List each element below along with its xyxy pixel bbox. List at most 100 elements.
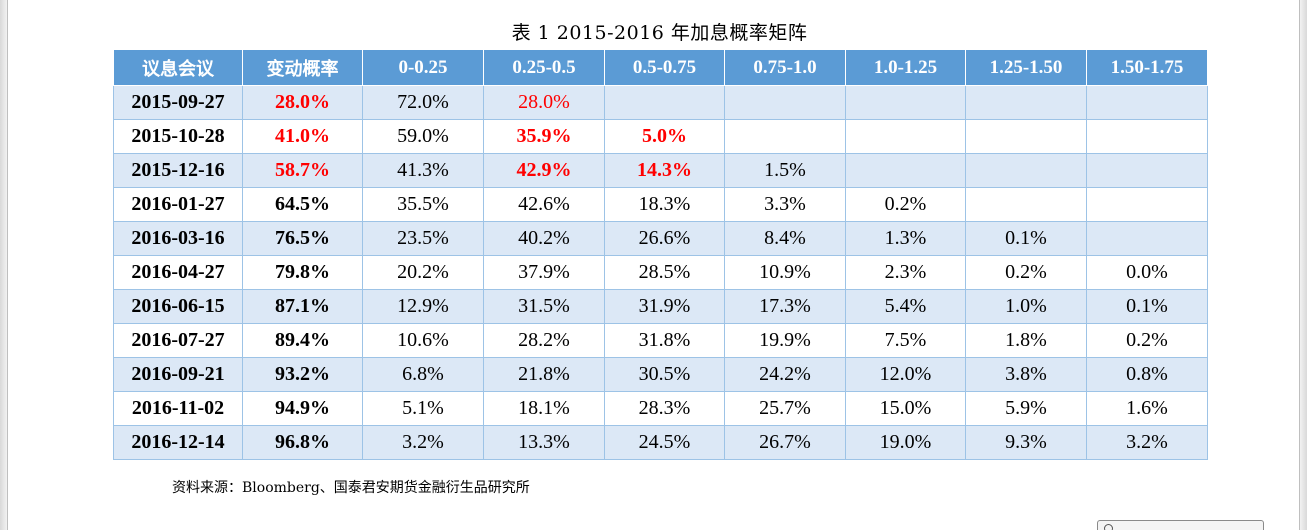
probability-cell: 31.9% — [604, 289, 725, 324]
probability-cell: 5.9% — [965, 391, 1087, 426]
meeting-date-cell: 2016-04-27 — [113, 255, 243, 290]
probability-cell: 10.9% — [724, 255, 846, 290]
table-row: 2016-01-27 64.5% 35.5% 42.6% 18.3% 3.3% … — [113, 187, 1208, 222]
probability-cell: 1.0% — [965, 289, 1087, 324]
change-probability-cell: 93.2% — [242, 357, 363, 392]
probability-cell: 15.0% — [845, 391, 966, 426]
probability-cell — [1086, 221, 1208, 256]
change-probability-cell: 58.7% — [242, 153, 363, 188]
probability-cell: 37.9% — [483, 255, 605, 290]
table-header-row: 议息会议 变动概率 0-0.25 0.25-0.5 0.5-0.75 0.75-… — [113, 49, 1208, 86]
probability-cell: 23.5% — [362, 221, 484, 256]
probability-cell: 0.1% — [965, 221, 1087, 256]
probability-cell — [724, 119, 846, 154]
probability-cell — [724, 85, 846, 120]
table-row: 2016-04-27 79.8% 20.2% 37.9% 28.5% 10.9%… — [113, 255, 1208, 290]
probability-cell: 3.3% — [724, 187, 846, 222]
header-range-125-150: 1.25-1.50 — [965, 49, 1087, 86]
probability-cell: 3.2% — [1086, 425, 1208, 460]
probability-cell: 28.3% — [604, 391, 725, 426]
table-row: 2016-07-27 89.4% 10.6% 28.2% 31.8% 19.9%… — [113, 323, 1208, 358]
probability-cell: 30.5% — [604, 357, 725, 392]
probability-cell: 31.8% — [604, 323, 725, 358]
probability-cell: 31.5% — [483, 289, 605, 324]
probability-cell: 42.6% — [483, 187, 605, 222]
probability-cell: 3.8% — [965, 357, 1087, 392]
probability-cell: 10.6% — [362, 323, 484, 358]
header-range-10-125: 1.0-1.25 — [845, 49, 966, 86]
meeting-date-cell: 2015-10-28 — [113, 119, 243, 154]
change-probability-cell: 89.4% — [242, 323, 363, 358]
meeting-date-cell: 2016-09-21 — [113, 357, 243, 392]
probability-cell: 0.2% — [965, 255, 1087, 290]
probability-cell: 40.2% — [483, 221, 605, 256]
meeting-date-cell: 2016-07-27 — [113, 323, 243, 358]
probability-cell: 0.2% — [845, 187, 966, 222]
change-probability-cell: 76.5% — [242, 221, 363, 256]
probability-cell: 2.3% — [845, 255, 966, 290]
probability-cell — [1086, 153, 1208, 188]
source-note: 资料来源：Bloomberg、国泰君安期货金融衍生品研究所 — [172, 480, 530, 496]
probability-cell: 0.8% — [1086, 357, 1208, 392]
probability-cell: 6.8% — [362, 357, 484, 392]
meeting-date-cell: 2016-01-27 — [113, 187, 243, 222]
table-row: 2016-03-16 76.5% 23.5% 40.2% 26.6% 8.4% … — [113, 221, 1208, 256]
probability-cell: 7.5% — [845, 323, 966, 358]
probability-cell: 20.2% — [362, 255, 484, 290]
probability-cell — [1086, 119, 1208, 154]
probability-cell — [845, 153, 966, 188]
probability-cell: 18.3% — [604, 187, 725, 222]
probability-cell: 35.5% — [362, 187, 484, 222]
probability-cell: 19.9% — [724, 323, 846, 358]
change-probability-cell: 79.8% — [242, 255, 363, 290]
probability-cell: 25.7% — [724, 391, 846, 426]
probability-cell: 28.5% — [604, 255, 725, 290]
header-range-0-025: 0-0.25 — [362, 49, 484, 86]
probability-cell: 1.5% — [724, 153, 846, 188]
rate-hike-probability-table: 议息会议 变动概率 0-0.25 0.25-0.5 0.5-0.75 0.75-… — [113, 49, 1208, 460]
header-range-075-10: 0.75-1.0 — [724, 49, 846, 86]
table-row: 2015-12-16 58.7% 41.3% 42.9% 14.3% 1.5% — [113, 153, 1208, 188]
probability-cell: 42.9% — [483, 153, 605, 188]
probability-cell: 0.1% — [1086, 289, 1208, 324]
change-probability-cell: 41.0% — [242, 119, 363, 154]
probability-cell: 41.3% — [362, 153, 484, 188]
bottom-right-widget[interactable] — [1097, 520, 1264, 530]
table-row: 2015-09-27 28.0% 72.0% 28.0% — [113, 85, 1208, 120]
table-caption: 表 1 2015-2016 年加息概率矩阵 — [511, 22, 808, 44]
meeting-date-cell: 2016-12-14 — [113, 425, 243, 460]
probability-cell: 5.4% — [845, 289, 966, 324]
probability-cell: 3.2% — [362, 425, 484, 460]
probability-cell — [1086, 85, 1208, 120]
probability-cell: 21.8% — [483, 357, 605, 392]
table-row: 2016-11-02 94.9% 5.1% 18.1% 28.3% 25.7% … — [113, 391, 1208, 426]
probability-cell: 1.3% — [845, 221, 966, 256]
probability-cell: 26.6% — [604, 221, 725, 256]
probability-cell: 28.2% — [483, 323, 605, 358]
probability-cell: 8.4% — [724, 221, 846, 256]
probability-cell: 0.2% — [1086, 323, 1208, 358]
header-range-025-05: 0.25-0.5 — [483, 49, 605, 86]
meeting-date-cell: 2016-03-16 — [113, 221, 243, 256]
probability-cell — [965, 153, 1087, 188]
circle-icon — [1104, 524, 1113, 530]
probability-cell — [604, 85, 725, 120]
probability-cell: 0.0% — [1086, 255, 1208, 290]
probability-cell: 28.0% — [483, 85, 605, 120]
header-change-probability: 变动概率 — [242, 49, 363, 86]
probability-cell: 12.9% — [362, 289, 484, 324]
probability-cell: 1.6% — [1086, 391, 1208, 426]
table-row: 2015-10-28 41.0% 59.0% 35.9% 5.0% — [113, 119, 1208, 154]
change-probability-cell: 96.8% — [242, 425, 363, 460]
change-probability-cell: 94.9% — [242, 391, 363, 426]
change-probability-cell: 28.0% — [242, 85, 363, 120]
probability-cell — [965, 119, 1087, 154]
header-range-150-175: 1.50-1.75 — [1086, 49, 1208, 86]
probability-cell — [965, 85, 1087, 120]
change-probability-cell: 64.5% — [242, 187, 363, 222]
probability-cell — [1086, 187, 1208, 222]
probability-cell: 19.0% — [845, 425, 966, 460]
probability-cell: 72.0% — [362, 85, 484, 120]
probability-cell: 18.1% — [483, 391, 605, 426]
probability-cell: 1.8% — [965, 323, 1087, 358]
